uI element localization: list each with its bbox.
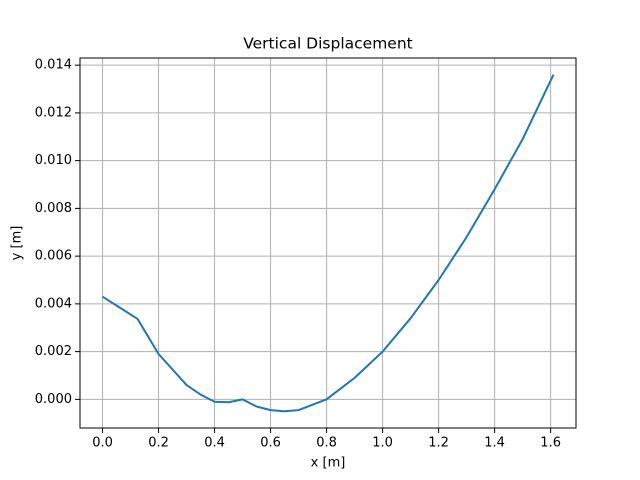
chart-title: Vertical Displacement xyxy=(243,35,413,53)
x-tick-label: 0.0 xyxy=(92,436,113,451)
x-tick-label: 1.0 xyxy=(372,436,393,451)
y-tick-label: 0.012 xyxy=(35,105,72,120)
y-tick-label: 0.000 xyxy=(35,392,72,407)
y-tick-label: 0.004 xyxy=(35,296,72,311)
data-line xyxy=(102,74,555,413)
x-tick-label: 0.2 xyxy=(148,436,169,451)
plot-frame xyxy=(79,57,577,429)
x-tick-label: 1.4 xyxy=(484,436,505,451)
y-tick-label: 0.010 xyxy=(35,153,72,168)
x-axis-label: x [m] xyxy=(311,456,346,471)
x-tick-label: 1.6 xyxy=(540,436,561,451)
x-tick-label: 0.4 xyxy=(204,436,225,451)
y-tick-label: 0.006 xyxy=(35,249,72,264)
y-tick-label: 0.008 xyxy=(35,201,72,216)
x-tick-label: 1.2 xyxy=(428,436,449,451)
y-tick-label: 0.002 xyxy=(35,344,72,359)
x-tick-label: 0.8 xyxy=(316,436,337,451)
y-tick-label: 0.014 xyxy=(35,58,72,73)
x-tick-label: 0.6 xyxy=(260,436,281,451)
y-axis-label: y [m] xyxy=(10,226,25,261)
